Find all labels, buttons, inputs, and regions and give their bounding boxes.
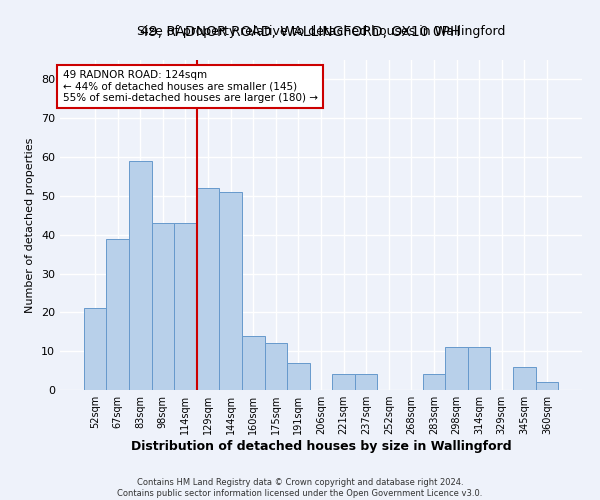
Bar (84, 308, 106, 390)
Bar (220, 192, 242, 390)
Bar (152, 223, 174, 390)
Text: Contains HM Land Registry data © Crown copyright and database right 2024.
Contai: Contains HM Land Registry data © Crown c… (118, 478, 482, 498)
Text: 49 RADNOR ROAD: 124sqm
← 44% of detached houses are smaller (145)
55% of semi-de: 49 RADNOR ROAD: 124sqm ← 44% of detached… (62, 70, 317, 103)
Bar (265, 344, 287, 390)
Bar (536, 382, 558, 390)
Bar (129, 161, 152, 390)
Bar (422, 374, 445, 390)
Bar (355, 374, 377, 390)
Bar (106, 238, 129, 390)
Bar (468, 348, 490, 390)
Bar (197, 188, 220, 390)
Bar (287, 363, 310, 390)
Bar (332, 374, 355, 390)
Bar (242, 336, 265, 390)
X-axis label: Distribution of detached houses by size in Wallingford: Distribution of detached houses by size … (131, 440, 511, 453)
Bar (513, 366, 536, 390)
Y-axis label: Number of detached properties: Number of detached properties (25, 138, 35, 312)
Text: 49, RADNOR ROAD, WALLINGFORD, OX10 0PH: 49, RADNOR ROAD, WALLINGFORD, OX10 0PH (140, 25, 460, 39)
Bar (174, 223, 197, 390)
Bar (445, 348, 468, 390)
Title: Size of property relative to detached houses in Wallingford: Size of property relative to detached ho… (137, 25, 505, 38)
